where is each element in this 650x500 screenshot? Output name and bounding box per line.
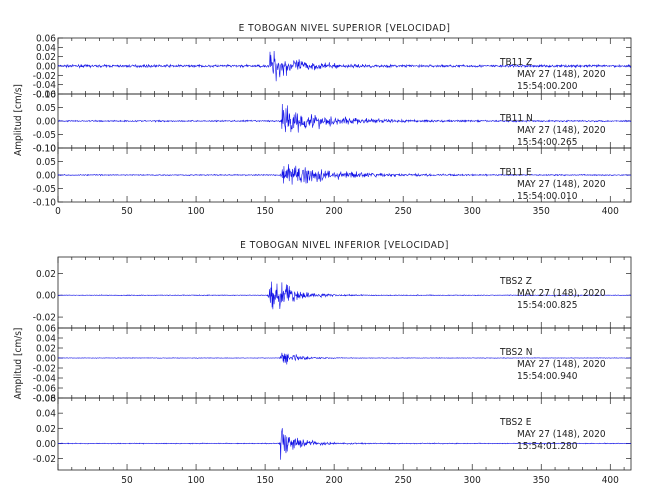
x-tick-label: 50 — [121, 206, 133, 217]
x-tick-label: 150 — [257, 206, 274, 217]
x-tick-label: 350 — [533, 475, 550, 486]
waveform-trace — [57, 281, 631, 310]
x-tick-label: 300 — [464, 206, 481, 217]
y-tick-label: 0.05 — [36, 103, 56, 114]
chart-title: E TOBOGAN NIVEL SUPERIOR [VELOCIDAD] — [239, 23, 451, 34]
y-tick-label: -0.10 — [33, 144, 57, 155]
y-tick-label: 0.00 — [36, 171, 56, 182]
y-tick-label: 0.05 — [36, 157, 56, 168]
y-tick-label: 0.10 — [36, 144, 56, 155]
x-tick-label: 400 — [602, 206, 619, 217]
y-tick-label: 0.06 — [36, 324, 56, 335]
y-tick-label: 0.10 — [36, 90, 56, 101]
x-tick-label: 200 — [326, 475, 343, 486]
y-tick-label: -0.05 — [33, 130, 56, 141]
y-tick-label: 0.02 — [36, 344, 56, 355]
station-label: TB11 Z — [499, 57, 532, 68]
y-tick-label: -0.05 — [33, 184, 56, 195]
y-axis-label: Amplitud [cm/s] — [13, 328, 24, 400]
date-label: MAY 27 (148), 2020 — [517, 179, 606, 190]
time-label: 15:54:00.940 — [517, 371, 578, 382]
date-label: MAY 27 (148), 2020 — [517, 69, 606, 80]
station-label: TB11 N — [499, 113, 533, 124]
trace-panel: 0.060.040.020.00-0.02-0.04-0.06-0.08TBS2… — [33, 324, 632, 405]
x-tick-label: 250 — [395, 206, 412, 217]
y-tick-label: -0.02 — [33, 71, 56, 82]
chart-title: E TOBOGAN NIVEL INFERIOR [VELOCIDAD] — [240, 240, 449, 251]
y-tick-label: 0.00 — [36, 291, 56, 302]
y-tick-label: 0.04 — [36, 409, 56, 420]
y-tick-label: 0.02 — [36, 269, 56, 280]
y-tick-label: 0.00 — [36, 439, 56, 450]
x-tick-label: 150 — [257, 475, 274, 486]
date-label: MAY 27 (148), 2020 — [517, 288, 606, 299]
panel-frame — [57, 397, 632, 471]
time-label: 15:54:00.825 — [517, 300, 577, 311]
waveform-trace — [57, 50, 632, 82]
trace-panel: 0.060.040.020.00-0.02-0.04-0.06 TB11 ZMAY… — [33, 34, 632, 101]
x-tick-label: 300 — [464, 475, 481, 486]
y-tick-label: 0.00 — [36, 354, 56, 365]
y-tick-label: 0.00 — [36, 117, 56, 128]
x-tick-label: 400 — [602, 475, 619, 486]
time-label: 15:54:00.010 — [517, 191, 578, 202]
y-tick-label: 0.02 — [36, 52, 56, 63]
y-tick-label: -0.10 — [33, 198, 57, 209]
y-tick-label: -0.04 — [33, 374, 57, 385]
x-tick-label: 250 — [395, 475, 412, 486]
date-label: MAY 27 (148), 2020 — [517, 429, 606, 440]
y-tick-label: -0.04 — [33, 80, 57, 91]
waveform-trace — [57, 104, 632, 133]
chart-1: E TOBOGAN NIVEL SUPERIOR [VELOCIDAD] Ampl… — [13, 23, 632, 217]
y-tick-label: 0.06 — [36, 34, 56, 45]
y-tick-label: -0.02 — [33, 454, 56, 465]
date-label: MAY 27 (148), 2020 — [517, 359, 606, 370]
waveform-trace — [57, 352, 632, 365]
y-tick-label: 0.04 — [36, 43, 56, 54]
y-tick-label: -0.06 — [33, 90, 57, 101]
x-tick-label: 0 — [55, 206, 61, 217]
x-tick-label: 200 — [326, 206, 343, 217]
station-label: TBS2 N — [499, 347, 533, 358]
y-tick-label: -0.08 — [33, 394, 57, 405]
y-tick-label: -0.02 — [33, 364, 56, 375]
time-label: 15:54:01.280 — [517, 441, 578, 452]
x-tick-label: 50 — [121, 475, 133, 486]
y-axis-label: Amplitud [cm/s] — [13, 84, 24, 156]
x-tick-label: 350 — [533, 206, 550, 217]
y-tick-label: 0.06 — [36, 394, 56, 405]
waveform-trace — [57, 164, 632, 185]
station-label: TB11 E — [499, 167, 532, 178]
time-label: 15:54:00.200 — [517, 81, 578, 92]
station-label: TBS2 Z — [499, 276, 532, 287]
x-tick-label: 100 — [187, 206, 204, 217]
y-tick-label: 0.00 — [36, 62, 56, 73]
date-label: MAY 27 (148), 2020 — [517, 125, 606, 136]
x-tick-label: 100 — [187, 475, 204, 486]
y-tick-label: -0.06 — [33, 384, 57, 395]
time-label: 15:54:00.265 — [517, 137, 577, 148]
y-tick-label: 0.02 — [36, 424, 56, 435]
y-tick-label: 0.04 — [36, 334, 56, 345]
waveform-trace — [57, 428, 632, 460]
y-tick-label: -0.02 — [33, 313, 56, 324]
chart-2: E TOBOGAN NIVEL INFERIOR [VELOCIDAD] Ampl… — [13, 240, 632, 486]
station-label: TBS2 E — [499, 417, 532, 428]
